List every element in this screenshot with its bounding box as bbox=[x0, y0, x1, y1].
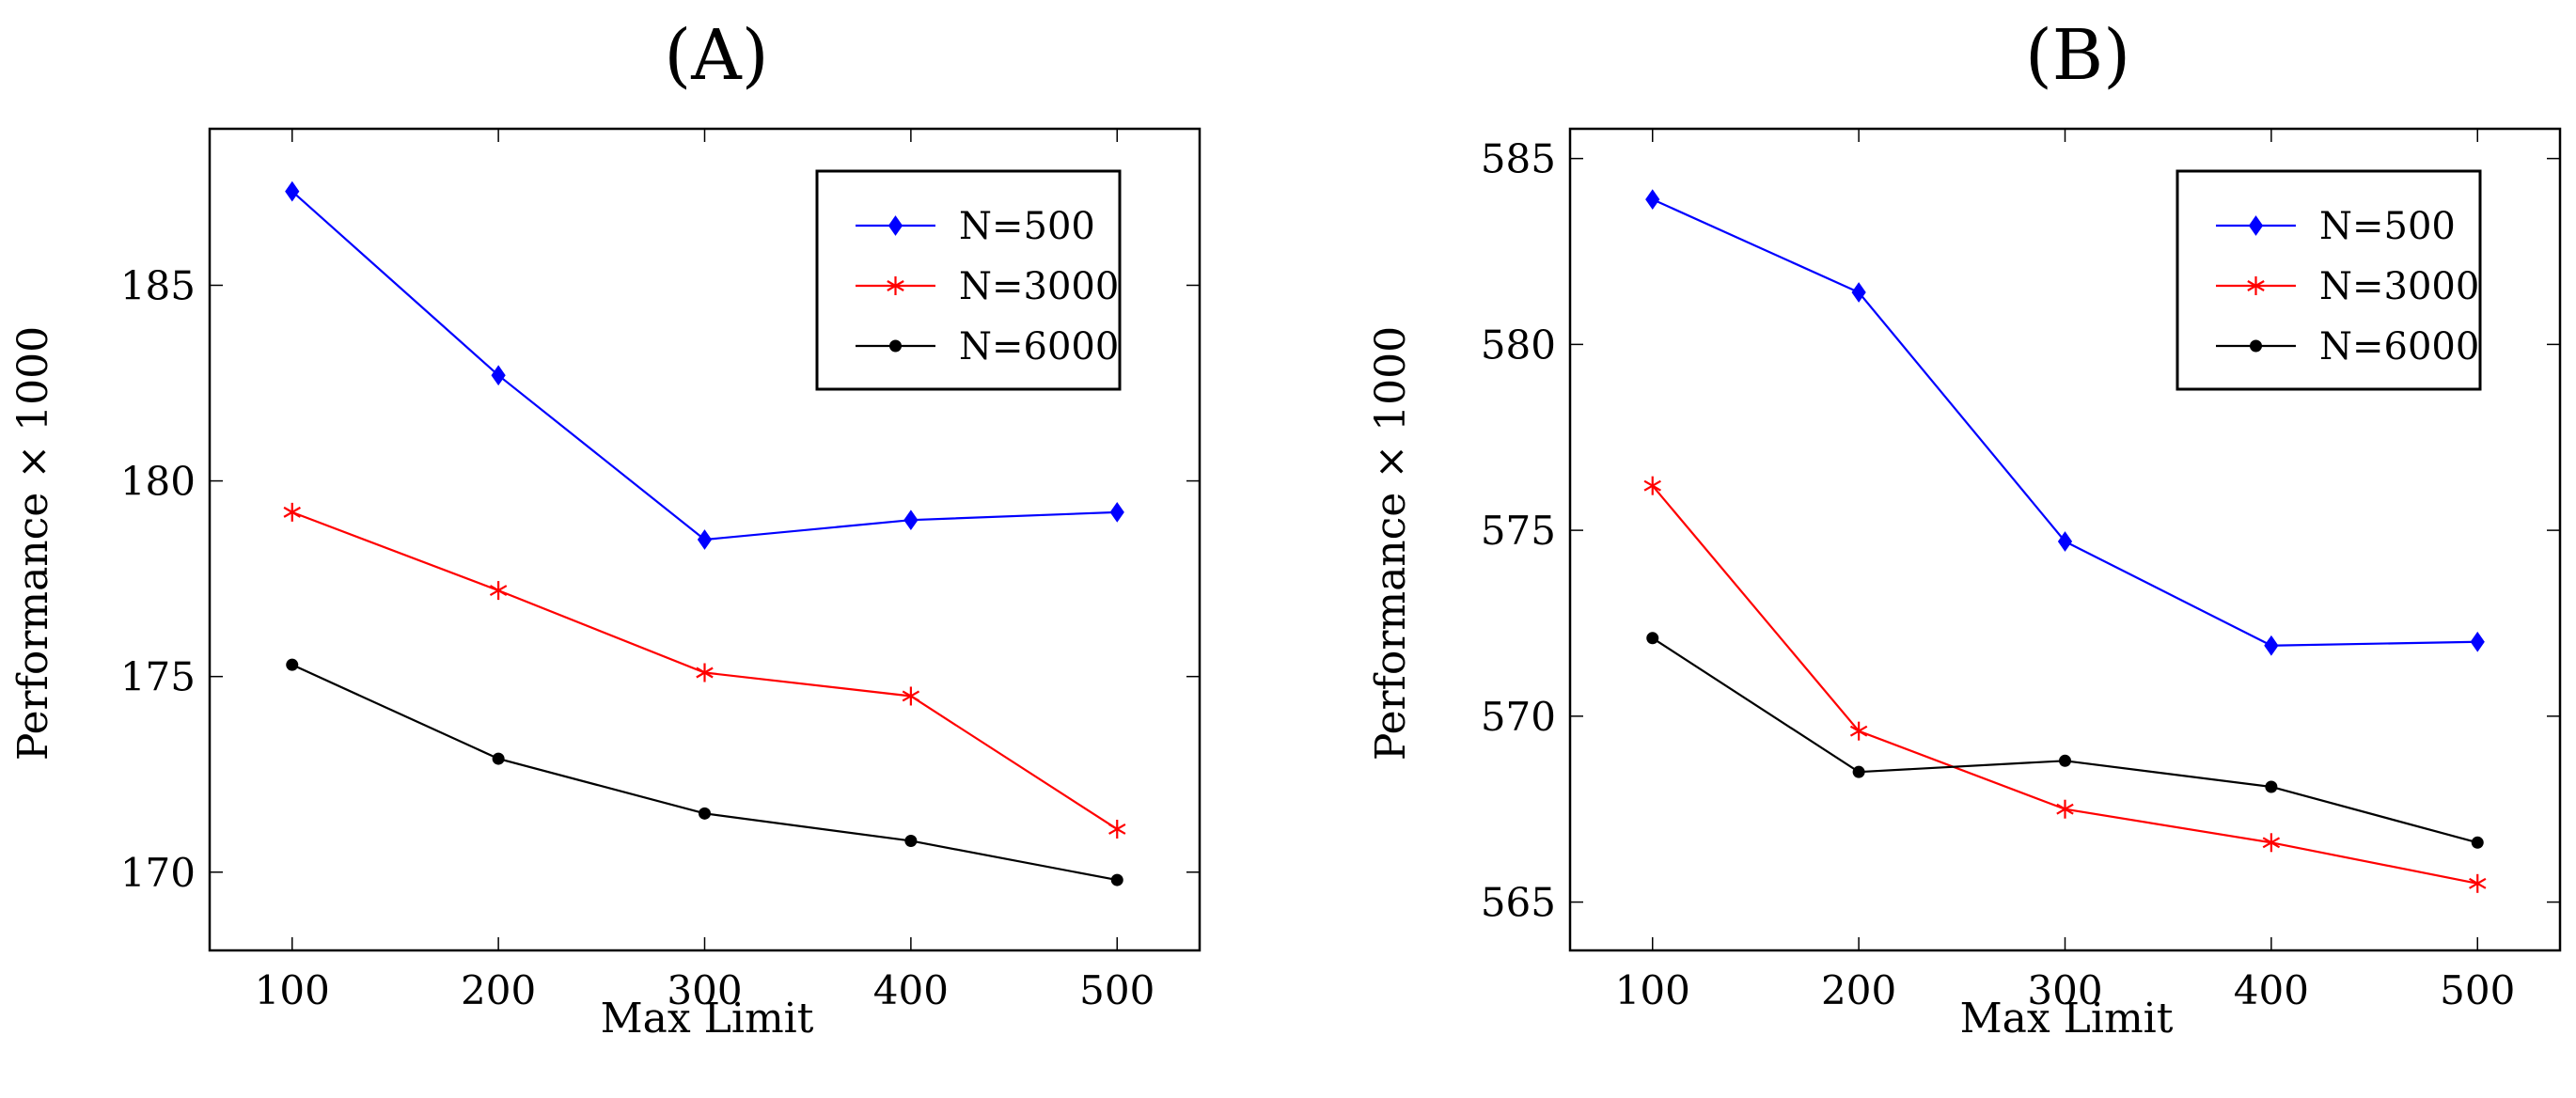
x-axis-label: Max Limit bbox=[601, 995, 814, 1043]
legend-label: N=3000 bbox=[959, 265, 1119, 308]
data-point bbox=[1646, 632, 1659, 645]
legend-label: N=500 bbox=[2319, 205, 2456, 248]
y-tick-label: 565 bbox=[1481, 880, 1556, 926]
x-tick-label: 200 bbox=[1821, 967, 1896, 1013]
legend-box bbox=[2175, 169, 2482, 391]
legend-marker bbox=[2250, 339, 2262, 353]
axis-ticks: 100 200 300 400 500 170 175 180 185 bbox=[120, 129, 1200, 1013]
x-tick-label: 300 bbox=[667, 967, 742, 1013]
data-point bbox=[2262, 833, 2281, 853]
y-axis-label: Performance × 1000 bbox=[9, 326, 57, 761]
data-point bbox=[1852, 765, 1865, 778]
data-point bbox=[699, 807, 711, 820]
legend-marker bbox=[887, 215, 903, 236]
data-point bbox=[1643, 476, 1661, 495]
x-tick-label: 400 bbox=[873, 967, 949, 1013]
y-axis-label: Performance × 1000 bbox=[1367, 326, 1415, 761]
y-tick-label: 170 bbox=[120, 850, 196, 896]
y-tick-label: 585 bbox=[1481, 136, 1556, 182]
series-group bbox=[1643, 189, 2487, 893]
data-point bbox=[2057, 531, 2073, 552]
chart-title: (B) bbox=[2025, 15, 2130, 96]
data-point bbox=[286, 658, 299, 671]
x-tick-label: 400 bbox=[2234, 967, 2309, 1013]
legend-marker bbox=[889, 339, 902, 353]
series-group bbox=[283, 180, 1126, 886]
data-point bbox=[1645, 189, 1660, 211]
legend-marker bbox=[2247, 276, 2265, 295]
data-point bbox=[2471, 836, 2484, 849]
y-tick-label: 175 bbox=[120, 654, 196, 700]
x-tick-label: 500 bbox=[1079, 967, 1154, 1013]
data-point bbox=[697, 529, 713, 550]
x-tick-label: 100 bbox=[255, 967, 330, 1013]
data-point bbox=[491, 365, 506, 386]
legend-label: N=6000 bbox=[959, 325, 1119, 369]
chart-panel-a: (A) Max Limit Performance × 1000 100 200 3… bbox=[9, 15, 1202, 1043]
data-point bbox=[903, 510, 919, 531]
legend-box bbox=[815, 169, 1122, 391]
legend-label: N=500 bbox=[959, 205, 1095, 248]
legend-marker bbox=[887, 276, 904, 295]
data-point bbox=[904, 834, 918, 847]
x-tick-label: 500 bbox=[2440, 967, 2515, 1013]
data-point bbox=[2470, 631, 2485, 652]
legend-marker bbox=[2248, 215, 2264, 236]
data-point bbox=[2265, 780, 2278, 793]
legend: N=500 N=3000 N=6000 bbox=[815, 169, 1122, 391]
x-tick-label: 100 bbox=[1615, 967, 1690, 1013]
data-point bbox=[1109, 501, 1124, 523]
y-tick-label: 580 bbox=[1481, 322, 1556, 368]
legend-label: N=6000 bbox=[2319, 325, 2479, 369]
y-tick-label: 180 bbox=[120, 459, 196, 505]
data-point bbox=[285, 180, 300, 202]
series-line bbox=[291, 664, 1118, 882]
axis-ticks: 100 200 300 400 500 565 570 575 580 585 bbox=[1481, 129, 2560, 1013]
legend-entries bbox=[856, 215, 935, 353]
data-point bbox=[1851, 282, 1866, 303]
data-point bbox=[902, 686, 920, 706]
data-point bbox=[2056, 799, 2074, 819]
data-point bbox=[283, 502, 301, 522]
data-point bbox=[1110, 873, 1123, 886]
chart-title: (A) bbox=[664, 15, 768, 96]
legend-label: N=3000 bbox=[2319, 265, 2479, 308]
data-point bbox=[1108, 819, 1126, 839]
legend: N=500 N=3000 N=6000 bbox=[2175, 169, 2482, 391]
legend-entries bbox=[2216, 215, 2296, 353]
data-point bbox=[2469, 873, 2487, 893]
y-tick-label: 185 bbox=[120, 262, 196, 308]
y-tick-label: 570 bbox=[1481, 694, 1556, 740]
data-point bbox=[489, 581, 508, 601]
data-point bbox=[2059, 754, 2071, 767]
data-point bbox=[492, 752, 505, 765]
data-point bbox=[2264, 635, 2279, 656]
data-point bbox=[1849, 721, 1868, 741]
y-tick-label: 575 bbox=[1481, 508, 1556, 554]
x-tick-label: 200 bbox=[461, 967, 536, 1013]
data-point bbox=[696, 663, 714, 682]
chart-panel-b: (B) Max Limit Performance × 1000 100 200 3… bbox=[1367, 15, 2562, 1043]
x-axis-label: Max Limit bbox=[1960, 995, 2174, 1043]
x-tick-label: 300 bbox=[2027, 967, 2102, 1013]
